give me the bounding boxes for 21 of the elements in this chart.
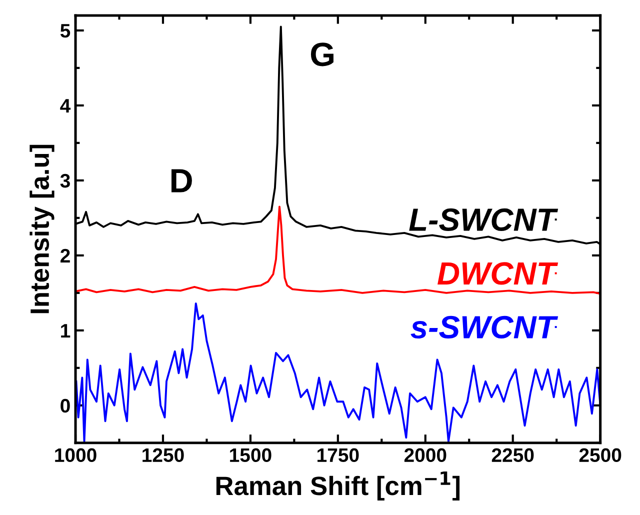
x-tick-label: 1250 [142, 448, 184, 462]
line-series [76, 206, 600, 295]
x-axis-title: Raman Shift [cm$^{−1}$] [216, 471, 460, 500]
y-tick-label: 4 [60, 99, 71, 112]
y-tick-label: 2 [60, 248, 70, 262]
x-tick-label: 1500 [230, 448, 272, 462]
y-tick-label: 0 [60, 398, 70, 413]
x-tick-label: 2250 [492, 448, 534, 462]
y-axis-title: Intensity [a.u] [30, 144, 54, 314]
x-tick-label: 1750 [318, 448, 359, 462]
annotation: G [310, 42, 334, 66]
y-tick-label: 3 [60, 174, 70, 188]
x-tick-label: 2000 [404, 448, 446, 462]
y-tick-label: 5 [60, 24, 70, 38]
legend-label: DWCNT [438, 262, 558, 285]
x-tick-label: 2500 [579, 448, 622, 462]
y-tick-label: 1 [61, 324, 70, 338]
legend-label: s-SWCNT [410, 316, 558, 339]
x-tick-label: 1000 [55, 448, 96, 462]
legend-label: L-SWCNT [409, 208, 558, 232]
annotation: D [172, 169, 192, 192]
